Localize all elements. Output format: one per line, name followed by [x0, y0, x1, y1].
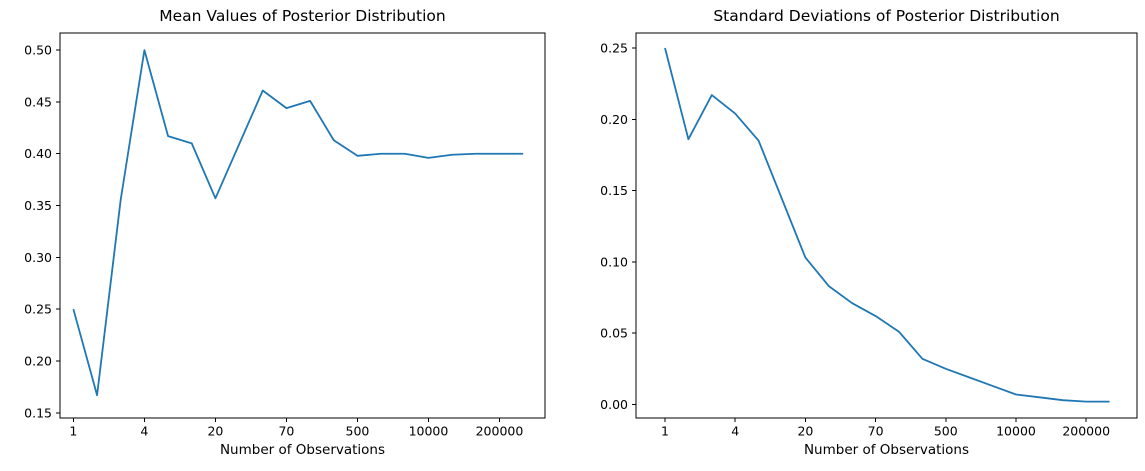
left-chart-x-tick-label: 20 — [207, 424, 223, 439]
left-chart-axes: 0.15 0.20 0.25 0.30 0.35 0.40 0.45 0.50 1 4 20 70 50… — [24, 32, 546, 439]
left-chart-y-tick-label: 0.50 — [24, 43, 52, 58]
left-chart-y-tick-label: 0.45 — [24, 94, 52, 109]
right-chart-x-tick-label: 4 — [731, 424, 739, 439]
left-chart-x-tick-label: 4 — [140, 424, 148, 439]
right-chart-title: Standard Deviations of Posterior Distrib… — [713, 7, 1060, 25]
left-chart-x-tick-label: 70 — [278, 424, 294, 439]
left-chart-y-tick-label: 0.35 — [24, 198, 52, 213]
right-chart-line-posterior-std — [664, 47, 1110, 403]
left-chart-x-tick-label: 10000 — [409, 424, 449, 439]
left-chart-x-axis-label: Number of Observations — [219, 442, 386, 458]
right-chart-x-tick-label: 200000 — [1062, 424, 1110, 439]
right-chart-y-tick-label: 0.10 — [600, 254, 628, 269]
left-chart-spines — [59, 32, 546, 419]
right-chart-y-tick-label: 0.15 — [600, 183, 628, 198]
right-chart-y-tick-label: 0.05 — [600, 326, 628, 341]
right-chart-x-tick-label: 1 — [661, 424, 669, 439]
left-chart-y-tick-label: 0.25 — [24, 302, 52, 317]
right-chart-y-tick-label: 0.25 — [600, 40, 628, 55]
left-chart-y-tick-label: 0.30 — [24, 250, 52, 265]
right-chart-x-tick-label: 10000 — [996, 424, 1036, 439]
right-chart-spines — [635, 32, 1138, 419]
right-chart-y-tick-label: 0.00 — [600, 397, 628, 412]
left-chart-y-tick-label: 0.15 — [24, 405, 52, 420]
right-chart-x-tick-label: 500 — [934, 424, 958, 439]
left-chart-x-tick-label: 200000 — [476, 424, 524, 439]
right-chart-x-tick-label: 70 — [868, 424, 884, 439]
right-chart-x-tick-label: 20 — [797, 424, 813, 439]
right-chart-axes: 0.00 0.05 0.10 0.15 0.20 0.25 1 4 20 70 500 10000 20… — [600, 32, 1138, 439]
left-chart-y-tick-label: 0.40 — [24, 146, 52, 161]
left-chart-line-posterior-mean — [72, 49, 524, 397]
right-chart-x-axis-label: Number of Observations — [803, 442, 970, 458]
left-chart-y-tick-label: 0.20 — [24, 354, 52, 369]
left-chart-x-tick-label: 500 — [346, 424, 370, 439]
right-chart-y-tick-label: 0.20 — [600, 112, 628, 127]
left-chart-title: Mean Values of Posterior Distribution — [159, 7, 446, 25]
left-chart-x-tick-label: 1 — [69, 424, 77, 439]
